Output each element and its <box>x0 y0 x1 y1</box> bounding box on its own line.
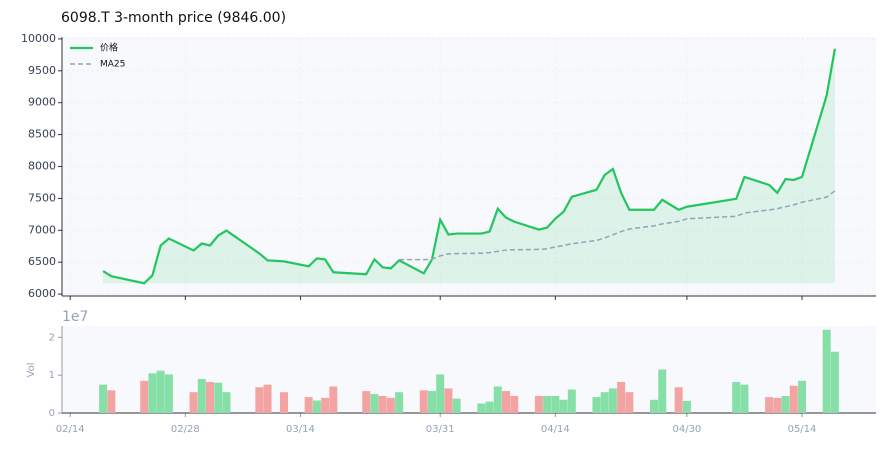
volume-bar <box>477 403 486 413</box>
volume-bar <box>370 394 379 413</box>
volume-bar <box>206 381 214 413</box>
x-tick-label: 04/30 <box>672 424 701 435</box>
volume-bar <box>682 400 691 413</box>
volume-bar <box>658 369 667 413</box>
volume-bar <box>362 391 371 413</box>
volume-bar <box>493 386 502 413</box>
y-tick-label: 6500 <box>28 255 56 268</box>
volume-bar <box>329 386 338 413</box>
volume-bar <box>148 373 157 413</box>
x-tick-label: 05/14 <box>788 424 817 435</box>
y-tick-label: 6000 <box>28 287 56 300</box>
y-tick-label: 8000 <box>28 160 56 173</box>
volume-offset: 1e7 <box>62 309 88 325</box>
volume-bar <box>312 400 321 413</box>
volume-bar <box>140 380 149 413</box>
y-tick-label: 9500 <box>28 64 56 77</box>
volume-panel <box>62 326 876 413</box>
volume-bar <box>567 389 576 413</box>
volume-bar <box>189 392 198 413</box>
y-tick-label: 7500 <box>28 191 56 204</box>
volume-bar <box>625 392 634 413</box>
volume-bar <box>559 399 568 413</box>
legend-label: 价格 <box>100 42 118 54</box>
legend-label: MA25 <box>100 60 125 70</box>
volume-bar <box>600 392 609 413</box>
volume-bar <box>214 382 223 413</box>
x-tick-label: 02/28 <box>171 424 200 435</box>
volume-bar <box>263 384 272 413</box>
volume-bar <box>674 387 683 413</box>
series-line <box>102 48 836 285</box>
volume-bar <box>485 401 494 413</box>
volume-bar <box>197 378 206 413</box>
chart-title: 6098.T 3-month price (9846.00) <box>61 10 286 26</box>
volume-bar <box>395 392 404 413</box>
y-tick-label: 0 <box>49 408 55 419</box>
volume-bar <box>822 329 831 413</box>
volume-bar <box>592 397 601 413</box>
y-tick-label: 1 <box>49 370 55 381</box>
volume-bar <box>436 374 445 413</box>
x-tick-label: 02/14 <box>56 424 85 435</box>
y-tick-label: 7000 <box>28 223 56 236</box>
price-area <box>103 48 835 284</box>
volume-bar <box>798 380 806 413</box>
volume-bar <box>280 392 288 413</box>
y-tick-label: 10000 <box>21 32 56 45</box>
x-tick-label: 03/14 <box>286 424 315 435</box>
volume-bar <box>444 388 453 413</box>
volume-axis-label: Vol <box>26 363 37 378</box>
volume-bar <box>156 370 165 413</box>
volume-bar <box>650 399 658 413</box>
x-tick-label: 04/14 <box>541 424 570 435</box>
volume-bar <box>321 397 330 413</box>
y-tick-label: 8500 <box>28 128 56 141</box>
volume-bar <box>419 390 428 413</box>
volume-bar <box>255 387 264 413</box>
volume-bar <box>830 351 839 413</box>
volume-bar <box>543 395 552 413</box>
volume-bar <box>452 398 461 413</box>
volume-bar <box>773 397 782 413</box>
volume-bar <box>765 397 774 413</box>
volume-bar <box>534 395 543 413</box>
volume-bar <box>99 384 108 413</box>
y-tick-label: 9000 <box>28 96 56 109</box>
volume-bar <box>608 388 617 413</box>
volume-bar <box>781 395 790 413</box>
volume-bar <box>551 395 560 413</box>
volume-bar <box>164 374 173 413</box>
y-tick-label: 2 <box>49 332 55 343</box>
volume-bar <box>304 397 313 413</box>
volume-bar <box>386 397 395 413</box>
series-line <box>399 190 836 261</box>
volume-bar <box>107 390 116 413</box>
volume-bar <box>428 391 436 413</box>
volume-bar <box>732 381 741 413</box>
volume-bar <box>502 391 510 413</box>
volume-bar <box>740 384 749 413</box>
volume-bar <box>789 385 798 413</box>
volume-bar <box>617 381 626 413</box>
volume-bar <box>378 395 387 413</box>
volume-bar <box>222 392 231 413</box>
volume-bar <box>510 395 519 413</box>
x-tick-label: 03/31 <box>426 424 455 435</box>
